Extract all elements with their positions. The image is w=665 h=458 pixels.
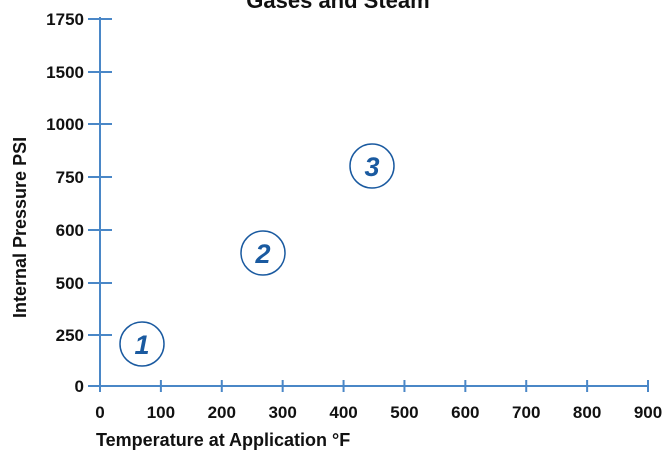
y-tick-label-600: 600 [56, 221, 84, 240]
y-tick-label-1750: 1750 [46, 10, 84, 29]
zone-3-badge-circle [349, 143, 395, 189]
y-tick-label-1000: 1000 [46, 115, 84, 134]
x-ticks: 0 100 200 300 400 500 600 700 800 900 [95, 380, 662, 422]
x-tick-label-400: 400 [329, 403, 357, 422]
y-tick-label-1500: 1500 [46, 63, 84, 82]
y-tick-label-500: 500 [56, 274, 84, 293]
x-tick-label-200: 200 [208, 403, 236, 422]
chart-title: Gases and Steam [246, 0, 429, 13]
zone-2-label: 2 [254, 239, 270, 269]
y-tick-label-750: 750 [56, 168, 84, 187]
y-tick-label-250: 250 [56, 326, 84, 345]
y-ticks: 0 250 500 600 750 1000 1500 1750 [46, 10, 112, 396]
x-tick-label-700: 700 [512, 403, 540, 422]
zone-labels: 1 2 3 [119, 143, 395, 367]
y-tick-label-0: 0 [75, 377, 84, 396]
x-tick-label-300: 300 [268, 403, 296, 422]
zone-3-label: 3 [364, 152, 379, 182]
x-tick-label-100: 100 [147, 403, 175, 422]
zone-3-badge: 3 [349, 143, 395, 189]
x-tick-label-500: 500 [390, 403, 418, 422]
zone-1-label: 1 [134, 330, 149, 360]
zone-1-badge-circle [119, 321, 165, 367]
zone-1-badge: 1 [119, 321, 165, 367]
axes: 0 100 200 300 400 500 600 700 800 900 0 250 500 600 7… [46, 10, 662, 422]
zone-2-badge: 2 [240, 230, 286, 276]
x-axis-title: Temperature at Application °F [96, 430, 350, 450]
x-tick-label-0: 0 [95, 403, 104, 422]
y-axis-title: Internal Pressure PSI [10, 137, 30, 318]
x-tick-label-900: 900 [634, 403, 662, 422]
zone-2-badge-circle [240, 230, 286, 276]
x-tick-label-800: 800 [573, 403, 601, 422]
x-tick-label-600: 600 [451, 403, 479, 422]
